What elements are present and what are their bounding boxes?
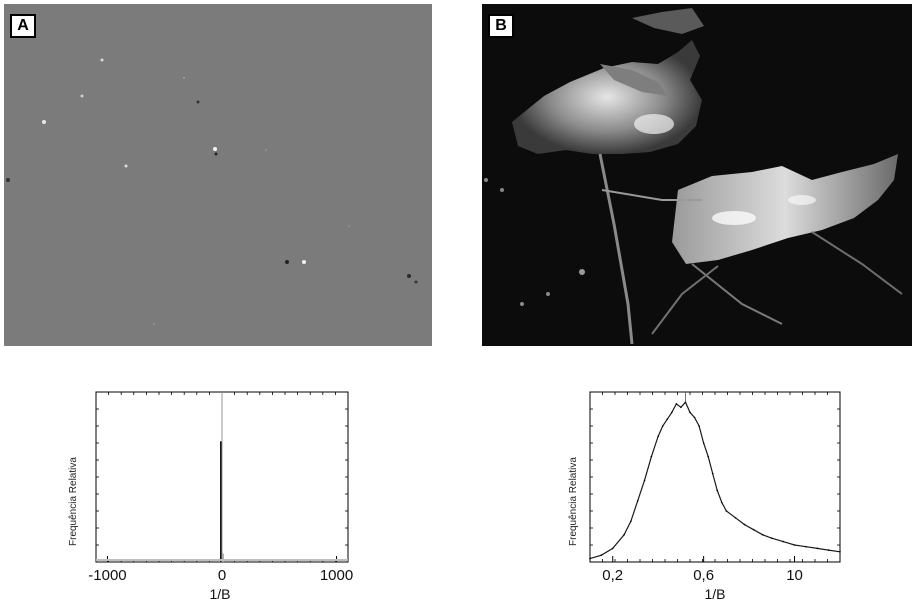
histogram-b: 0,2 0,6 10 Frequência Relativa 1/B (568, 391, 841, 602)
histogram-b-point (805, 545, 807, 548)
histogram-b-point (600, 554, 603, 556)
histogram-b-point (793, 544, 796, 546)
histogram-a-bar (220, 441, 223, 562)
histogram-b-point (689, 411, 691, 414)
histogram-b-point (680, 406, 682, 409)
histogram-a-tick-label: 0 (218, 567, 226, 584)
histogram-b-point (752, 528, 755, 531)
histogram-b-point (816, 547, 819, 550)
histogram-b-point (716, 489, 719, 492)
histogram-b-frame (589, 391, 841, 563)
histogram-b-point (693, 416, 696, 419)
histogram-a-xlabel: 1/B (209, 586, 230, 602)
histogram-a-ylabel: Frequência Relativa (68, 457, 79, 546)
histogram-b-point (671, 411, 673, 414)
histogram-b-point (661, 425, 664, 427)
image-panel-a: A (4, 4, 432, 346)
histogram-b-point (734, 517, 737, 519)
histogram-b-point (675, 403, 678, 405)
histogram-b-point (721, 501, 723, 504)
panel-label-a: A (10, 14, 36, 38)
histogram-b-point (666, 418, 669, 420)
histogram-b-point (702, 442, 705, 444)
histogram-a: -1000 0 1000 Frequência Relativa 1/B (68, 391, 353, 602)
histogram-a-bar (221, 392, 223, 562)
histogram-b-point (839, 551, 841, 553)
histogram-b-tick-label: 10 (786, 567, 803, 584)
histogram-b-point (611, 547, 614, 550)
histogram-a-tick-label: 1000 (320, 567, 353, 584)
histogram-a-baseline (96, 559, 348, 561)
histogram-b-tick-label: 0,6 (693, 567, 714, 584)
histogram-b-point (827, 549, 830, 551)
histogram-b-point (725, 510, 728, 512)
histogram-b-point (589, 557, 591, 560)
panel-b-texture (482, 4, 912, 346)
histogram-b-point (711, 472, 714, 475)
histogram-b-point (771, 537, 773, 539)
panel-a-speckles (4, 4, 432, 346)
histogram-b-point (657, 435, 659, 437)
histogram-b-point (630, 520, 632, 522)
histogram-b-point (636, 500, 639, 502)
histogram-b-point (782, 540, 784, 543)
histogram-b-point (623, 534, 625, 536)
histogram-b-tick-label: 0,2 (602, 567, 623, 584)
image-panel-b: B (482, 4, 912, 346)
histogram-b-ylabel: Frequência Relativa (568, 457, 579, 546)
histogram-b-point (707, 455, 709, 458)
histogram-b-point (698, 425, 700, 427)
histogram-b-point (643, 479, 646, 482)
histogram-a-bar (221, 553, 224, 562)
histogram-b-point (743, 523, 746, 526)
panel-label-b: B (488, 14, 514, 38)
histogram-b-xlabel: 1/B (704, 586, 725, 602)
histogram-b-point (650, 455, 653, 458)
histogram-a-tick-label: -1000 (88, 567, 126, 584)
histogram-b-point (761, 534, 764, 536)
